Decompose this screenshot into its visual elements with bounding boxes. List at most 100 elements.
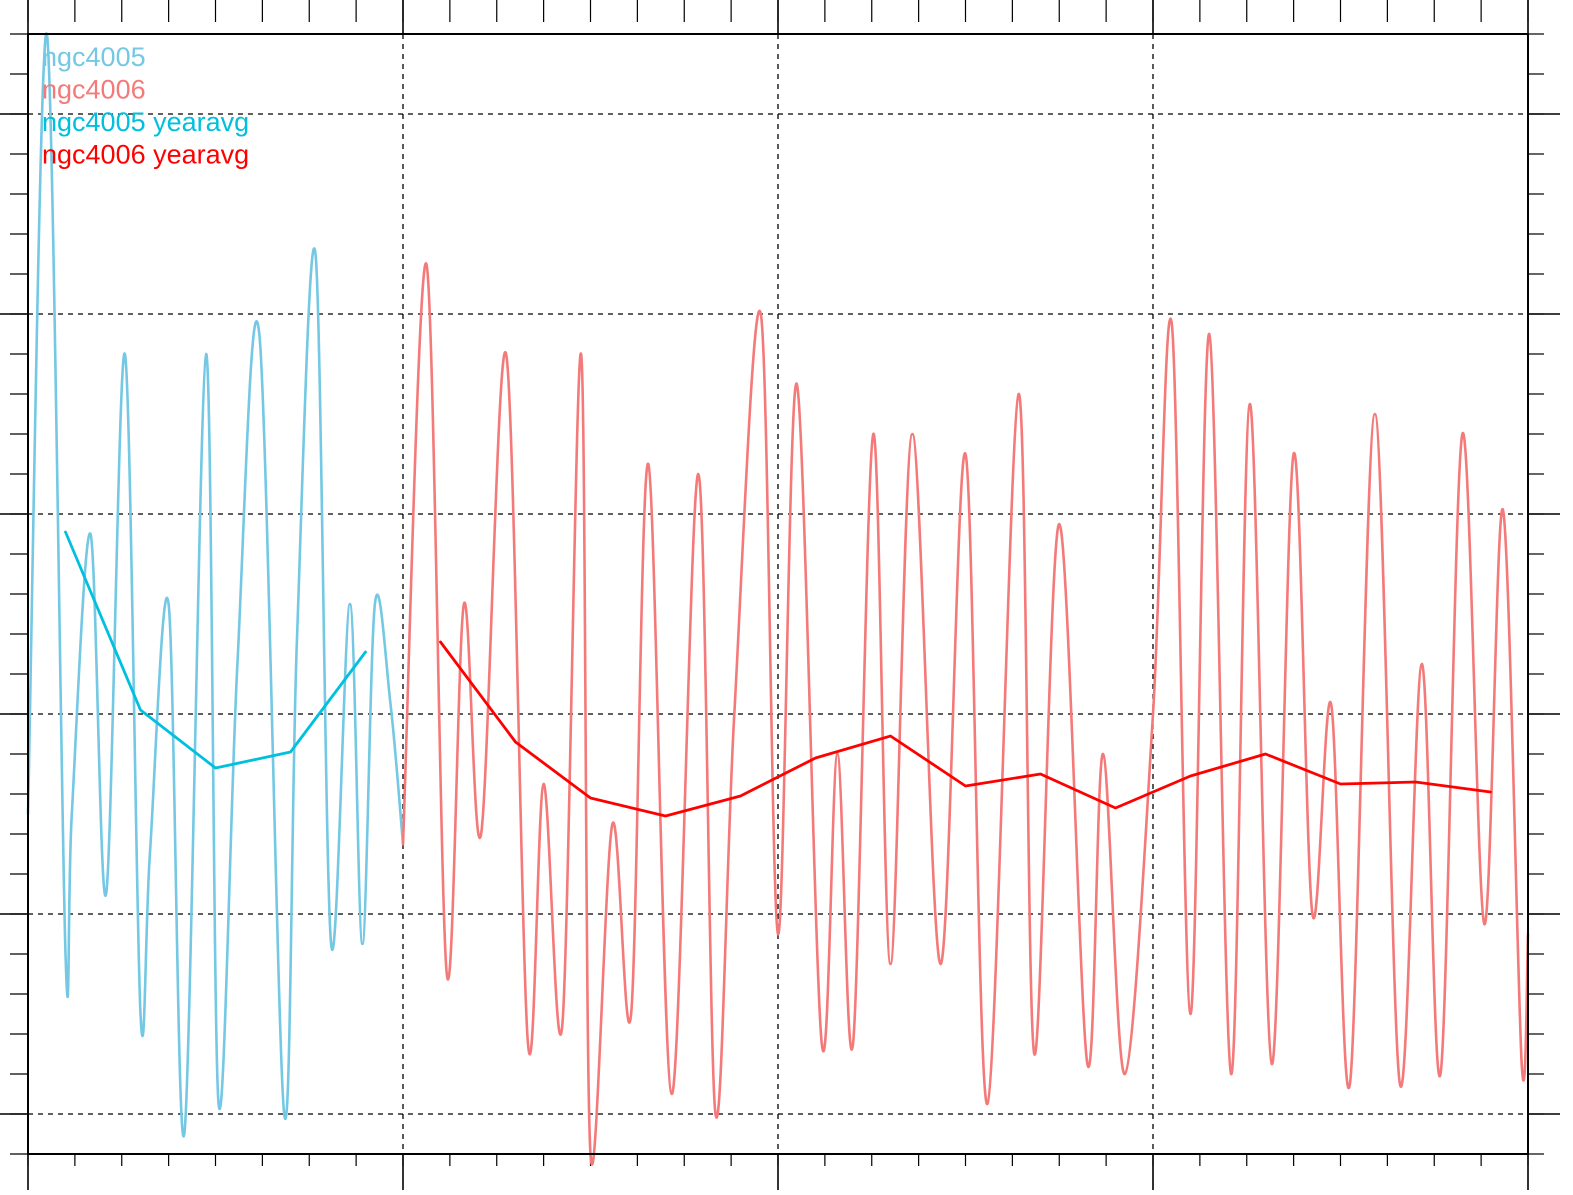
- data-point-ngc4006: [1102, 753, 1104, 755]
- data-point-ngc4006-yearavg: [1340, 783, 1342, 785]
- data-point-ngc4006: [402, 843, 404, 845]
- data-point-ngc4006: [1190, 1013, 1192, 1015]
- data-point-ngc4005: [168, 603, 170, 605]
- data-point-ngc4005: [258, 333, 260, 335]
- data-point-ngc4005: [390, 703, 392, 705]
- data-point-ngc4006: [697, 473, 699, 475]
- data-point-ngc4006-yearavg: [1415, 781, 1417, 783]
- data-point-ngc4006: [1293, 453, 1295, 455]
- data-point-ngc4006: [1208, 333, 1210, 335]
- data-point-ngc4005: [149, 853, 151, 855]
- data-point-ngc4006: [1271, 1063, 1273, 1065]
- data-point-ngc4006: [821, 1043, 823, 1045]
- data-point-ngc4006-yearavg: [665, 815, 667, 817]
- series-line-ngc4005-yearavg: [64, 530, 367, 770]
- data-point-ngc4006: [715, 1113, 717, 1115]
- data-point-ngc4006: [1502, 509, 1504, 511]
- data-point-ngc4005: [183, 1133, 185, 1135]
- data-point-ngc4006: [580, 353, 582, 355]
- data-point-ngc4006: [527, 1043, 529, 1045]
- legend-entry: ngc4005: [42, 42, 146, 72]
- data-point-ngc4005: [71, 813, 73, 815]
- data-point-ngc4005-yearavg: [215, 767, 217, 769]
- data-point-ngc4006: [1440, 1073, 1442, 1075]
- data-point-ngc4005-yearavg: [290, 751, 292, 753]
- data-point-ngc4006: [1086, 1063, 1088, 1065]
- data-point-ngc4006: [1374, 413, 1376, 415]
- data-point-ngc4005: [374, 603, 376, 605]
- series-line-ngc4006: [401, 262, 1530, 1166]
- data-point-ngc4005: [140, 1013, 142, 1015]
- data-point-ngc4005: [218, 1103, 220, 1105]
- plot-frame: [27, 33, 1529, 1155]
- data-point-ngc4006: [1018, 393, 1020, 395]
- data-point-ngc4005: [330, 943, 332, 945]
- data-point-ngc4006: [1461, 433, 1463, 435]
- data-point-ngc4006: [777, 933, 779, 935]
- data-point-ngc4006: [760, 313, 762, 315]
- data-point-ngc4005: [315, 253, 317, 255]
- data-point-ngc4006: [1330, 703, 1332, 705]
- data-point-ngc4006: [647, 463, 649, 465]
- data-point-ngc4006: [836, 753, 838, 755]
- data-point-ngc4006: [1399, 1083, 1401, 1085]
- data-point-ngc4006: [1311, 913, 1313, 915]
- data-point-ngc4005-yearavg: [65, 531, 67, 533]
- data-point-ngc4006: [480, 833, 482, 835]
- data-point-ngc4006-yearavg: [590, 797, 592, 799]
- series-layer: [26, 32, 1530, 1166]
- data-point-ngc4006: [1249, 403, 1251, 405]
- data-point-ngc4005: [205, 353, 207, 355]
- data-point-ngc4005: [296, 643, 298, 645]
- data-point-ngc4006-yearavg: [1115, 807, 1117, 809]
- data-point-ngc4005: [283, 1113, 285, 1115]
- data-point-ngc4006: [890, 963, 892, 965]
- data-point-ngc4006: [671, 1093, 673, 1095]
- data-point-ngc4006: [1152, 713, 1154, 715]
- data-point-ngc4006: [733, 713, 735, 715]
- data-point-ngc4006: [446, 973, 448, 975]
- data-point-ngc4006: [425, 263, 427, 265]
- data-point-ngc4006: [1483, 923, 1485, 925]
- data-point-ngc4006: [1124, 1073, 1126, 1075]
- legend-entry: ngc4005 yearavg: [42, 107, 249, 137]
- data-point-ngc4006: [630, 1013, 632, 1015]
- data-point-ngc4006: [1033, 1053, 1035, 1055]
- data-point-ngc4006: [1349, 1083, 1351, 1085]
- data-point-ngc4006-yearavg: [1490, 791, 1492, 793]
- data-point-ngc4005: [361, 943, 363, 945]
- data-point-ngc4005-yearavg: [140, 709, 142, 711]
- data-point-ngc4005: [236, 663, 238, 665]
- data-point-ngc4005: [124, 353, 126, 355]
- data-point-ngc4006-yearavg: [740, 795, 742, 797]
- data-point-ngc4006: [986, 1103, 988, 1105]
- data-point-ngc4006-yearavg: [815, 757, 817, 759]
- data-point-ngc4006: [872, 433, 874, 435]
- data-point-ngc4006: [611, 823, 613, 825]
- data-point-ngc4006: [796, 383, 798, 385]
- data-point-ngc4006: [1230, 1073, 1232, 1075]
- data-point-ngc4006: [561, 1023, 563, 1025]
- series-line-ngc4005: [26, 32, 405, 1138]
- data-point-ngc4006: [965, 453, 967, 455]
- data-point-ngc4006-yearavg: [1265, 753, 1267, 755]
- data-point-ngc4005: [349, 603, 351, 605]
- data-point-ngc4006: [543, 783, 545, 785]
- data-point-ngc4006-yearavg: [965, 785, 967, 787]
- data-point-ngc4006: [1521, 1063, 1523, 1065]
- data-point-ngc4006: [463, 603, 465, 605]
- data-point-ngc4005-yearavg: [365, 651, 367, 653]
- legend-entry: ngc4006 yearavg: [42, 140, 249, 170]
- data-point-ngc4006: [940, 963, 942, 965]
- data-point-ngc4005: [65, 953, 67, 955]
- data-point-ngc4006: [1421, 663, 1423, 665]
- data-point-ngc4006: [505, 353, 507, 355]
- series-line-ngc4006-yearavg: [439, 640, 1492, 818]
- data-point-ngc4006: [911, 433, 913, 435]
- data-point-ngc4006: [852, 1043, 854, 1045]
- legend-entry: ngc4006: [42, 75, 146, 105]
